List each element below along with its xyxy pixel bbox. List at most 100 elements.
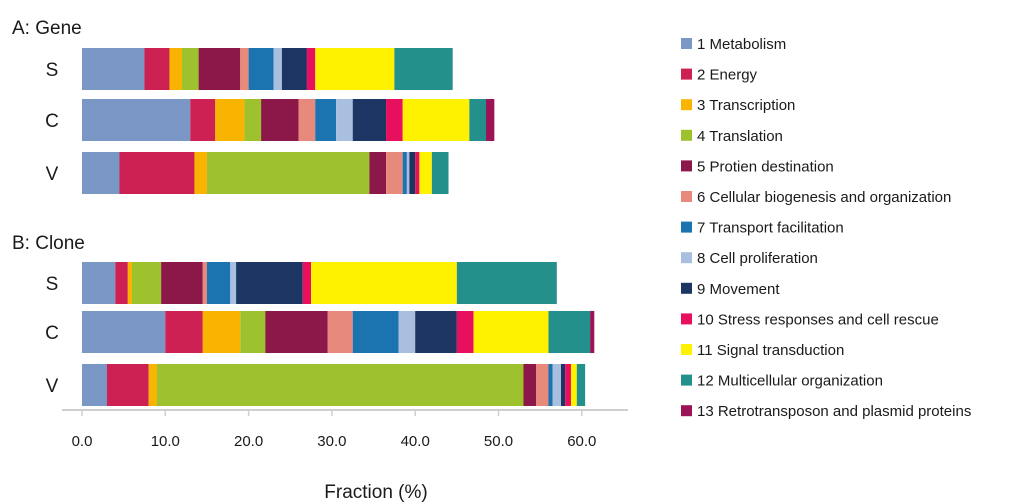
panel-a-title: A: Gene bbox=[12, 18, 82, 39]
bar-segment bbox=[202, 311, 241, 353]
bar-segment bbox=[406, 152, 410, 194]
bar-segment bbox=[456, 262, 557, 304]
row-label: S bbox=[46, 274, 59, 295]
bar-segment bbox=[548, 364, 553, 406]
bar-segment bbox=[369, 152, 387, 194]
bar-segment bbox=[419, 152, 432, 194]
legend-swatch bbox=[681, 38, 692, 49]
legend-label: 7 Transport facilitation bbox=[697, 220, 844, 237]
bar-segment bbox=[165, 311, 203, 353]
bar-segment bbox=[327, 311, 353, 353]
bar-segment bbox=[386, 99, 403, 141]
bar-segment bbox=[82, 262, 116, 304]
bar-segment bbox=[281, 48, 307, 90]
bar-segment bbox=[106, 364, 149, 406]
bar-segment bbox=[590, 311, 595, 353]
legend-item: 11 Signal transduction bbox=[681, 342, 844, 359]
bar-segment bbox=[202, 262, 207, 304]
bar-segment bbox=[131, 262, 162, 304]
bar-segment bbox=[431, 152, 449, 194]
bar-segment bbox=[82, 48, 145, 90]
legend-label: 11 Signal transduction bbox=[697, 342, 844, 359]
bar-segment bbox=[181, 48, 199, 90]
x-tick-label: 20.0 bbox=[234, 433, 263, 450]
bar-segment bbox=[386, 152, 403, 194]
bar-segment bbox=[570, 364, 577, 406]
bar-segment bbox=[352, 99, 387, 141]
bar-segment bbox=[311, 262, 457, 304]
row-labels: S C V S C V bbox=[45, 60, 59, 397]
legend-swatch bbox=[681, 252, 692, 264]
legend-item: 8 Cell proliferation bbox=[681, 250, 818, 267]
bar-segment bbox=[198, 48, 241, 90]
bar-segment bbox=[415, 152, 420, 194]
legend-label: 8 Cell proliferation bbox=[697, 250, 818, 267]
legend-swatch bbox=[681, 282, 692, 294]
bar-segment bbox=[486, 99, 495, 141]
legend-item: 9 Movement bbox=[681, 281, 780, 298]
legend-swatch bbox=[681, 221, 692, 233]
panel-b-title: B: Clone bbox=[12, 233, 85, 254]
legend-label: 9 Movement bbox=[697, 281, 780, 298]
bar-segment bbox=[402, 152, 407, 194]
x-tick-label: 30.0 bbox=[317, 433, 346, 450]
bar-segment bbox=[315, 99, 337, 141]
legend-label: 5 Protien destination bbox=[697, 158, 834, 175]
legend-item: 2 Energy bbox=[681, 67, 758, 84]
bar-segment bbox=[306, 48, 316, 90]
bar-segment bbox=[206, 152, 370, 194]
legend-label: 10 Stress responses and cell rescue bbox=[697, 311, 939, 328]
bar-segment bbox=[398, 311, 416, 353]
x-tick-label: 40.0 bbox=[401, 433, 430, 450]
x-tick-label: 0.0 bbox=[72, 433, 93, 450]
bar-segment bbox=[82, 311, 166, 353]
legend-swatch bbox=[681, 405, 692, 417]
bar-segment bbox=[548, 311, 591, 353]
legend-item: 3 Transcription bbox=[681, 97, 795, 114]
bar-segment bbox=[409, 152, 416, 194]
bar-segment bbox=[156, 364, 524, 406]
legend-label: 12 Multicellular organization bbox=[697, 373, 883, 390]
bar-segment bbox=[161, 262, 203, 304]
row-label: V bbox=[46, 164, 59, 185]
bar-segment bbox=[127, 262, 132, 304]
bar-segment bbox=[244, 99, 262, 141]
bar-segment bbox=[394, 48, 453, 90]
legend-swatch bbox=[681, 160, 692, 172]
row-label: C bbox=[45, 323, 59, 344]
bar-segment bbox=[315, 48, 395, 90]
legend-swatch bbox=[681, 313, 692, 325]
bar-segment bbox=[552, 364, 561, 406]
bar-segment bbox=[248, 48, 274, 90]
legend-label: 2 Energy bbox=[697, 67, 758, 84]
legend-item: 4 Translation bbox=[681, 128, 783, 145]
legend-swatch bbox=[681, 129, 692, 141]
legend-swatch bbox=[681, 344, 692, 355]
bar-segment bbox=[273, 48, 282, 90]
bar-segment bbox=[206, 262, 231, 304]
bar-segment bbox=[82, 364, 107, 406]
row-label: V bbox=[46, 376, 59, 397]
bar-segment bbox=[523, 364, 536, 406]
bar-segment bbox=[456, 311, 474, 353]
bar-segment bbox=[240, 48, 249, 90]
bar-segment bbox=[215, 99, 245, 141]
bar-segment bbox=[265, 311, 328, 353]
legend-swatch bbox=[681, 99, 692, 111]
legend: 1 Metabolism 2 Energy 3 Transcription 4 Tra… bbox=[681, 36, 971, 420]
legend-swatch bbox=[681, 191, 692, 202]
bar-segment bbox=[469, 99, 487, 141]
legend-item: 6 Cellular biogenesis and organization bbox=[681, 189, 951, 206]
bar-segment bbox=[190, 99, 216, 141]
legend-label: 1 Metabolism bbox=[697, 36, 786, 53]
bar-segment bbox=[402, 99, 470, 141]
legend-label: 3 Transcription bbox=[697, 97, 795, 114]
row-label: C bbox=[45, 111, 59, 132]
x-tick-label: 60.0 bbox=[567, 433, 596, 450]
bar-segment bbox=[298, 99, 316, 141]
bar-segment bbox=[115, 262, 128, 304]
legend-label: 6 Cellular biogenesis and organization bbox=[697, 189, 951, 206]
legend-swatch bbox=[681, 68, 692, 80]
bar-segment bbox=[336, 99, 353, 141]
legend-label: 4 Translation bbox=[697, 128, 783, 145]
